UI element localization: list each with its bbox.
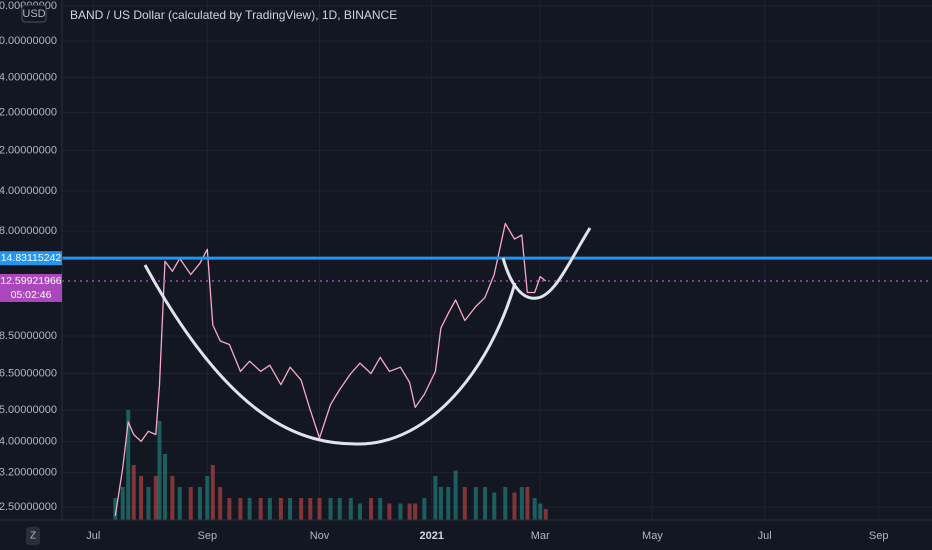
- volume-bar: [387, 503, 392, 520]
- volume-bar: [139, 476, 144, 520]
- x-tick-label: Jul: [758, 530, 772, 542]
- price-badge-label: 14.83115242: [1, 252, 62, 264]
- y-tick-label: 8.50000000: [0, 330, 57, 342]
- y-tick-label: 3.20000000: [0, 467, 57, 479]
- y-tick-label: 70.00000000: [0, 35, 57, 47]
- volume-bar: [438, 487, 443, 520]
- x-tick-label: May: [642, 530, 663, 542]
- volume-bar: [398, 503, 403, 520]
- x-tick-label: 2021: [419, 530, 443, 542]
- y-tick-label: 5.00000000: [0, 404, 57, 416]
- x-tick-label: Nov: [310, 530, 330, 542]
- volume-bar: [113, 498, 118, 520]
- volume-bar: [512, 492, 517, 520]
- volume-bar: [278, 498, 283, 520]
- volume-bar: [337, 498, 342, 520]
- volume-bar: [317, 498, 322, 520]
- handle-drawing: [501, 227, 592, 300]
- volume-bar: [473, 487, 478, 520]
- volume-bar: [170, 476, 175, 520]
- x-tick-label: Mar: [531, 530, 550, 542]
- volume-bar: [238, 498, 243, 520]
- volume-bar: [146, 487, 151, 520]
- volume-bar: [503, 487, 508, 520]
- volume-bar: [538, 503, 543, 520]
- volume-bar: [218, 487, 223, 520]
- volume-bar: [299, 498, 304, 520]
- volume-bar: [433, 476, 438, 520]
- zoom-badge[interactable]: [26, 527, 40, 545]
- currency-label[interactable]: USD: [22, 8, 45, 20]
- y-tick-label: 2.50000000: [0, 501, 57, 513]
- zoom-badge-icon[interactable]: Z: [30, 531, 36, 542]
- y-tick-label: 32.00000000: [0, 145, 57, 157]
- countdown-label: 05:02:46: [11, 289, 52, 301]
- currency-badge[interactable]: [21, 4, 47, 23]
- volume-bar: [120, 487, 125, 520]
- volume-bar: [126, 410, 131, 520]
- y-tick-label: 18.00000000: [0, 225, 57, 237]
- volume-bar: [288, 498, 293, 520]
- volume-bar: [413, 503, 418, 520]
- volume-bar: [532, 498, 537, 520]
- volume-bar: [462, 487, 467, 520]
- chart-title: BAND / US Dollar (calculated by TradingV…: [70, 8, 397, 22]
- volume-bar: [163, 454, 168, 520]
- volume-bar: [188, 487, 193, 520]
- price-line: [114, 222, 547, 516]
- volume-bar: [247, 498, 252, 520]
- plot: [62, 222, 932, 516]
- volume-bar: [227, 498, 232, 520]
- volume-bar: [483, 487, 488, 520]
- y-tick-label: 42.00000000: [0, 107, 57, 119]
- price-badge-label: 12.59921966: [0, 275, 61, 287]
- volume-bar: [153, 476, 158, 520]
- price-badge: [0, 273, 62, 302]
- volume-bar: [258, 498, 263, 520]
- y-tick-label: 24.00000000: [0, 185, 57, 197]
- volume-bar: [205, 476, 210, 520]
- volume-bar: [407, 503, 412, 520]
- volume-bar: [197, 487, 202, 520]
- volume-bar: [525, 487, 530, 520]
- volume-bar: [543, 509, 548, 520]
- volume-bar: [267, 498, 272, 520]
- volume-bar: [348, 498, 353, 520]
- cup-drawing: [143, 264, 517, 446]
- volume-bar: [446, 487, 451, 520]
- x-tick-label: Jul: [86, 530, 100, 542]
- x-tick-label: Sep: [198, 530, 218, 542]
- volume-bar: [328, 498, 333, 520]
- grid: [62, 0, 932, 520]
- volume-bar: [422, 498, 427, 520]
- x-tick-label: Sep: [869, 530, 889, 542]
- y-tick-label: 54.00000000: [0, 71, 57, 83]
- volume-bar: [357, 503, 362, 520]
- price-badge: [0, 251, 62, 266]
- volume-bar: [131, 465, 136, 520]
- volume-bar: [308, 498, 313, 520]
- volume-bar: [492, 492, 497, 520]
- y-tick-label: 4.00000000: [0, 435, 57, 447]
- y-tick-label: 6.50000000: [0, 367, 57, 379]
- volume-bar: [378, 498, 383, 520]
- volume-bar: [177, 487, 182, 520]
- volume-bars: [113, 410, 548, 520]
- volume-bar: [519, 487, 524, 520]
- volume-bar: [453, 470, 458, 520]
- volume-bar: [369, 498, 374, 520]
- volume-bar: [157, 421, 162, 520]
- volume-bar: [210, 465, 215, 520]
